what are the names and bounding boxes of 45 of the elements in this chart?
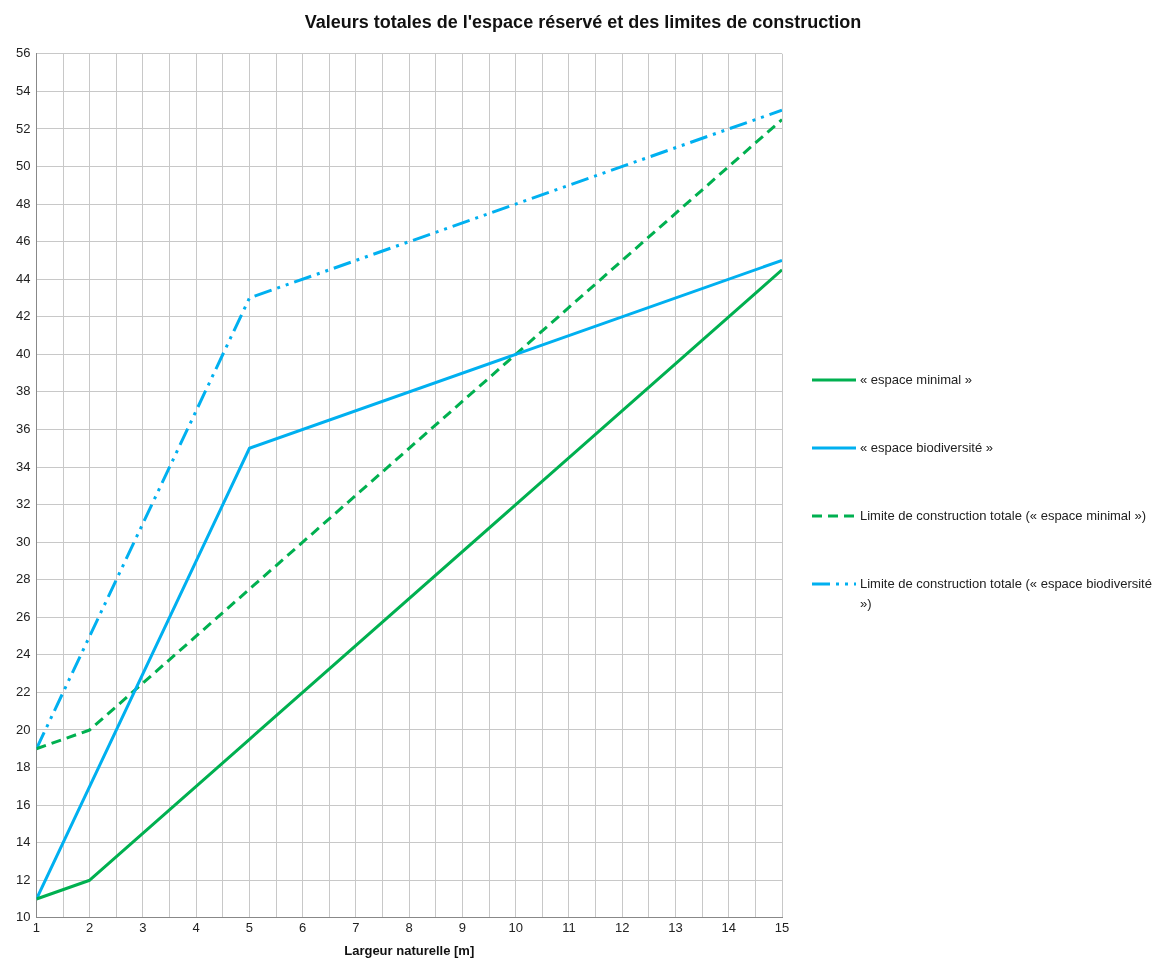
y-tick-label: 30 [15, 533, 31, 549]
x-tick-label: 9 [458, 920, 467, 936]
y-tick-label: 56 [15, 45, 31, 61]
y-tick-label: 18 [15, 759, 31, 775]
legend-label: « espace biodiversité » [860, 439, 993, 457]
x-tick-label: 15 [774, 920, 790, 936]
y-tick-label: 10 [15, 909, 31, 925]
x-tick-label: 3 [139, 920, 147, 936]
y-tick-label: 48 [15, 195, 31, 211]
y-tick-label: 20 [15, 721, 31, 737]
y-tick-label: 28 [15, 571, 31, 587]
legend-label: « espace minimal » [860, 371, 972, 389]
y-tick-label: 36 [15, 421, 31, 437]
x-axis-title: Largeur naturelle [m] [344, 942, 475, 958]
y-tick-label: 42 [15, 308, 31, 324]
x-tick-label: 8 [405, 920, 413, 936]
y-tick-label: 38 [15, 383, 31, 399]
y-tick-label: 16 [15, 796, 31, 812]
y-tick-label: 26 [15, 608, 31, 624]
y-tick-label: 14 [15, 834, 31, 850]
y-tick-label: 54 [15, 82, 31, 98]
x-tick-label: 13 [668, 920, 683, 936]
legend-label: Limite de construction totale (« espace minimal ») [860, 507, 1147, 525]
y-tick-label: 24 [15, 646, 31, 662]
x-tick-label: 7 [352, 920, 360, 936]
y-tick-label: 40 [15, 345, 31, 361]
x-tick-label: 11 [562, 920, 576, 936]
y-tick-label: 44 [15, 270, 31, 286]
x-tick-label: 14 [721, 920, 736, 936]
x-tick-label: 12 [615, 920, 630, 936]
x-tick-label: 5 [245, 920, 254, 936]
y-tick-label: 50 [15, 158, 31, 174]
y-tick-label: 22 [15, 683, 31, 699]
y-tick-label: 34 [15, 458, 31, 474]
x-tick-label: 1 [32, 920, 41, 936]
x-tick-label: 4 [192, 920, 200, 936]
legend-label: Limite de construction totale (« espace biodiversité ») [860, 575, 1153, 613]
x-tick-label: 10 [508, 920, 523, 936]
y-tick-label: 12 [15, 871, 31, 887]
y-tick-label: 46 [15, 233, 31, 249]
x-tick-label: 6 [299, 920, 307, 936]
y-tick-label: 52 [15, 120, 31, 136]
chart-title: Valeurs totales de l'espace réservé et des limites de construction [303, 12, 863, 33]
y-tick-label: 32 [15, 496, 31, 512]
x-tick-label: 2 [86, 920, 94, 936]
